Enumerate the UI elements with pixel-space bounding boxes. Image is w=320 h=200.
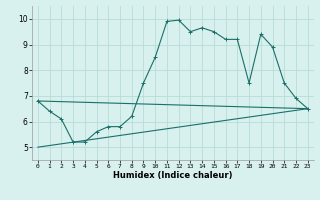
X-axis label: Humidex (Indice chaleur): Humidex (Indice chaleur)	[113, 171, 233, 180]
